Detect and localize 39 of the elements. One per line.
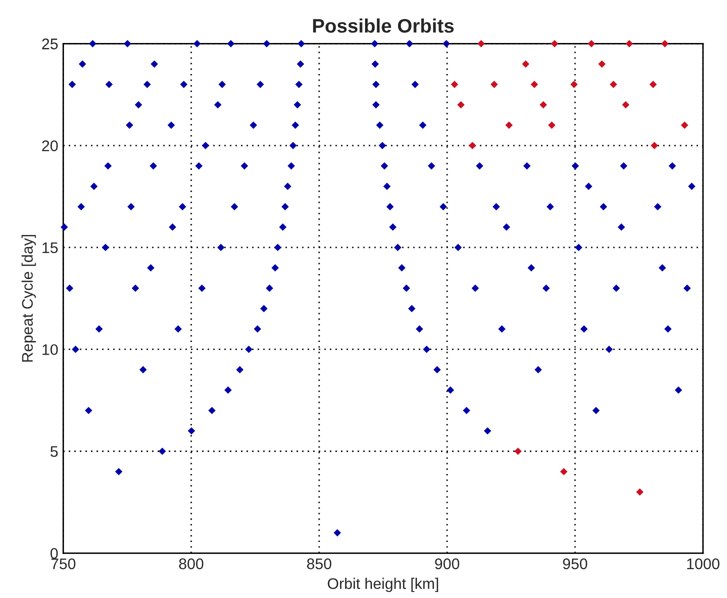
point <box>514 448 522 455</box>
point <box>661 40 669 48</box>
point <box>570 80 578 88</box>
point <box>550 40 558 48</box>
x-tick-label: 1000 <box>687 558 720 570</box>
x-tick-label: 950 <box>563 558 588 570</box>
y-tick-label: 20 <box>42 140 58 152</box>
point <box>636 488 644 496</box>
y-tick-label: 15 <box>42 242 58 254</box>
y-tick-label: 10 <box>42 344 58 356</box>
point <box>626 40 633 48</box>
point <box>477 40 485 48</box>
point <box>530 80 538 88</box>
point <box>588 40 596 48</box>
point <box>505 122 513 129</box>
point <box>450 80 458 88</box>
x-tick-label: 800 <box>179 558 204 570</box>
y-tick-label: 5 <box>50 446 58 457</box>
y-axis-title: Repeat Cycle [day] <box>22 234 36 362</box>
point <box>540 101 547 108</box>
x-tick-label: 850 <box>307 558 332 570</box>
point <box>610 80 618 88</box>
point <box>680 122 688 129</box>
x-axis-title: Orbit height [km] <box>328 578 438 592</box>
y-tick-label: 25 <box>42 38 58 50</box>
point <box>598 60 606 68</box>
x-tick-label: 750 <box>51 558 76 570</box>
chart-title: Possible Orbits <box>313 18 454 33</box>
point <box>560 468 568 476</box>
point <box>622 101 630 108</box>
point <box>490 80 498 88</box>
point <box>522 60 530 68</box>
y-tick-label: 0 <box>50 548 58 559</box>
point <box>650 142 658 150</box>
point <box>548 122 556 129</box>
point <box>457 101 465 108</box>
x-tick-label: 900 <box>435 558 460 570</box>
point <box>468 142 476 150</box>
point <box>649 80 657 88</box>
